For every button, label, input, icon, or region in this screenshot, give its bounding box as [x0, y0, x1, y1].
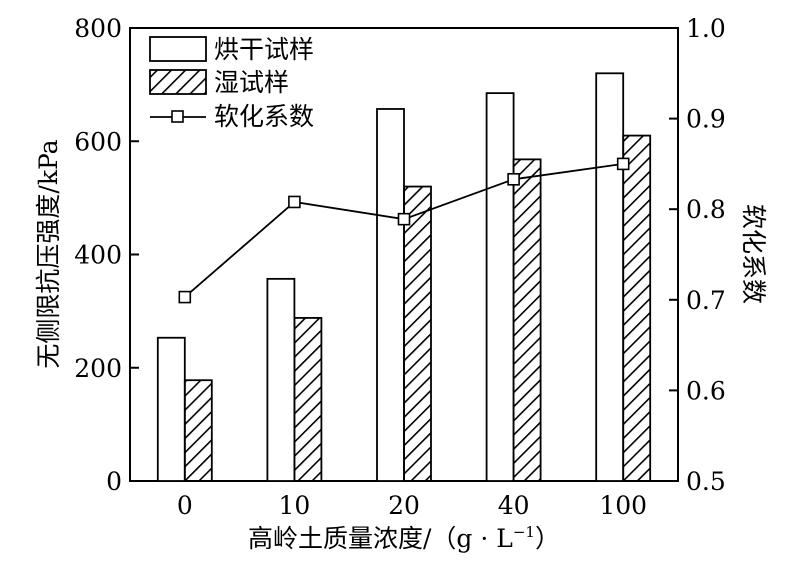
bar-dried: [156, 336, 186, 482]
legend-label-softening: 软化系数: [214, 102, 314, 131]
bar-wet: [622, 134, 652, 482]
y-right-tick-label: 0.5: [686, 467, 726, 496]
bar-wet: [512, 158, 542, 482]
y-right-tick-label: 0.8: [686, 195, 726, 224]
y-left-tick-label: 200: [74, 354, 122, 383]
x-tick-label: 100: [599, 491, 647, 520]
softening-coefficient-point: [507, 173, 520, 186]
bar-wet: [403, 185, 432, 482]
y-right-tick-label: 0.9: [686, 105, 726, 134]
legend-marker-softening: [171, 110, 184, 123]
softening-coefficient-series: [178, 157, 630, 304]
legend-swatch-wet: [149, 69, 207, 95]
y-left-tick-label: 600: [74, 127, 122, 156]
legend-swatch-dried: [149, 36, 207, 62]
x-axis-title-end: ）: [535, 524, 560, 553]
y-left-tick-label: 800: [74, 14, 122, 43]
y-left-tick-label: 400: [74, 241, 122, 270]
x-tick-label: 10: [278, 491, 310, 520]
bar-dried: [266, 277, 296, 482]
legend-label-dried: 烘干试样: [214, 35, 314, 64]
x-axis-title-superscript: −1: [513, 523, 535, 541]
x-tick-label: 0: [177, 491, 193, 520]
x-tick-label: 20: [388, 491, 420, 520]
softening-coefficient-point: [397, 212, 411, 226]
softening-coefficient-point: [178, 290, 192, 304]
y-right-tick-label: 1.0: [686, 14, 726, 43]
y-right-tick-label: 0.6: [686, 376, 726, 405]
x-tick-label: 40: [498, 491, 530, 520]
bar-dried: [376, 108, 405, 482]
y-axis-right-title: 软化系数: [739, 204, 768, 304]
bar-wet: [293, 317, 323, 482]
y-axis-left-title: 无侧限抗压强度/kPa: [34, 139, 63, 368]
x-axis-title: 高岭土质量浓度/（g · L−1）: [248, 523, 560, 553]
y-right-tick-label: 0.7: [686, 286, 726, 315]
bars: [156, 72, 652, 482]
x-axis-title-main: 高岭土质量浓度/（g · L: [248, 524, 513, 553]
bar-wet: [183, 379, 213, 482]
y-axis-right: 0.5 0.6 0.7 0.8 0.9 1.0: [669, 14, 726, 496]
legend: 烘干试样 湿试样 软化系数: [149, 35, 314, 131]
bar-dried: [595, 72, 625, 482]
x-axis: 0 10 20 40 100: [177, 491, 647, 520]
bar-dried: [485, 92, 515, 482]
softening-coefficient-point: [616, 157, 630, 171]
y-axis-left: 0 200 400 600 800: [74, 14, 139, 496]
softening-coefficient-point: [288, 195, 301, 209]
legend-label-wet: 湿试样: [214, 68, 289, 97]
y-left-tick-label: 0: [106, 467, 122, 496]
